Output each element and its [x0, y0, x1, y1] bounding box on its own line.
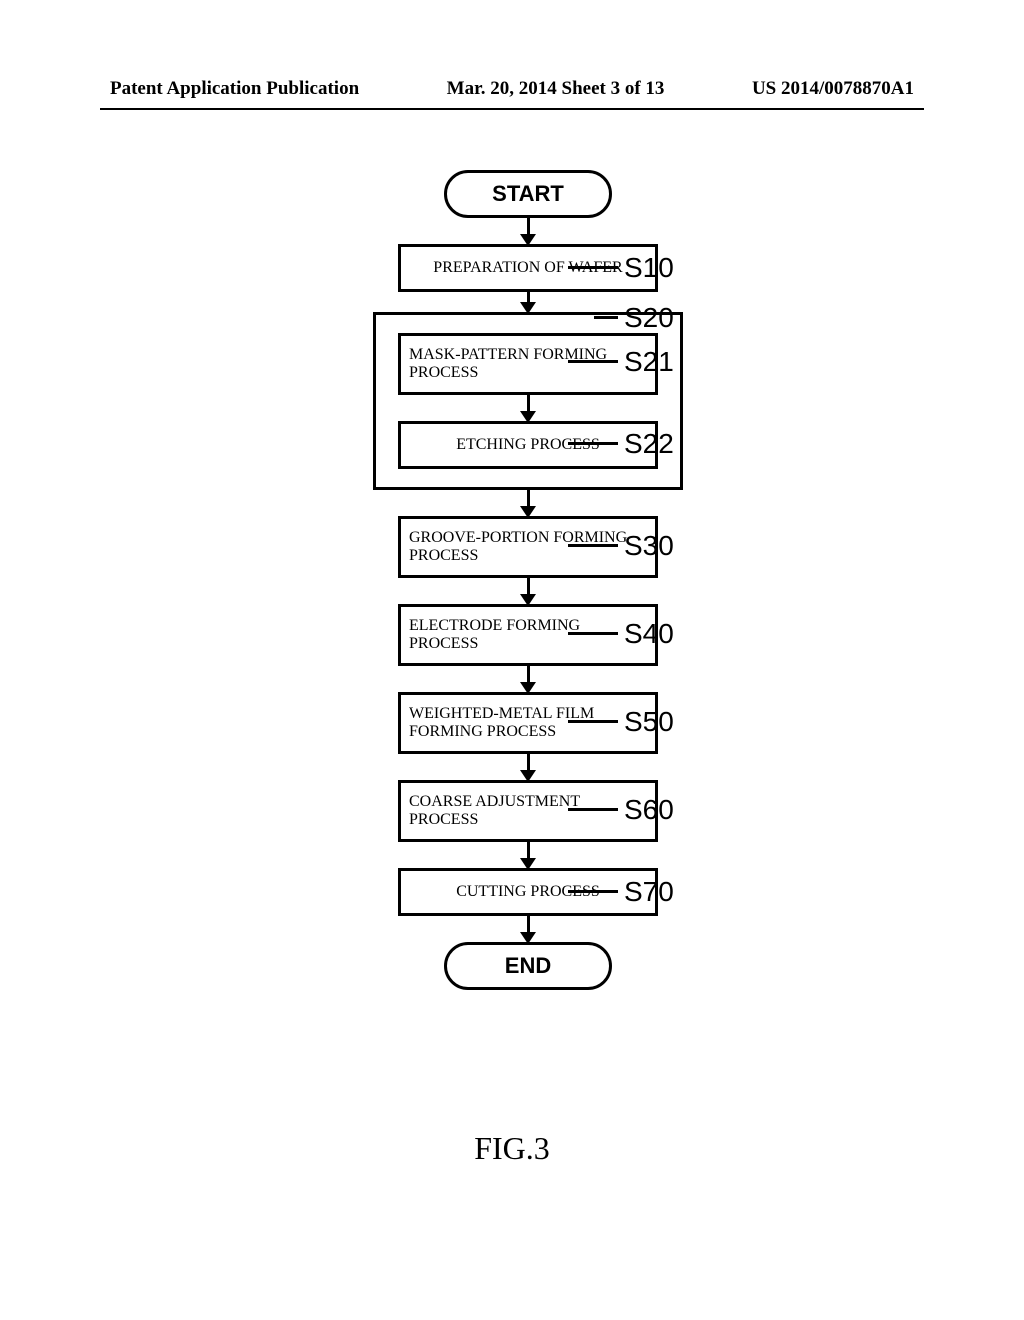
figure-caption: FIG.3 [0, 1130, 1024, 1167]
step-s22: ETCHING PROCESS [398, 421, 658, 469]
step-label-s30: S30 [624, 530, 674, 562]
terminator-end: END [444, 942, 612, 990]
page-header: Patent Application Publication Mar. 20, … [0, 78, 1024, 100]
step-s70: CUTTING PROCESS [398, 868, 658, 916]
step-s21: MASK-PATTERN FORMING PROCESS [398, 333, 658, 395]
label-connector [568, 442, 618, 445]
step-s50: WEIGHTED-METAL FILM FORMING PROCESS [398, 692, 658, 754]
step-text: ELECTRODE FORMING PROCESS [409, 617, 647, 653]
step-s60: COARSE ADJUSTMENT PROCESS [398, 780, 658, 842]
label-connector [568, 632, 618, 635]
step-label-s40: S40 [624, 618, 674, 650]
label-connector [568, 720, 618, 723]
step-label-s20: S20 [624, 302, 674, 334]
step-s40: ELECTRODE FORMING PROCESS [398, 604, 658, 666]
step-label-s70: S70 [624, 876, 674, 908]
step-label-s50: S50 [624, 706, 674, 738]
label-connector [568, 808, 618, 811]
terminator-start: START [444, 170, 612, 218]
step-label-s60: S60 [624, 794, 674, 826]
label-connector [568, 544, 618, 547]
step-text: GROOVE-PORTION FORMING PROCESS [409, 529, 647, 565]
header-rule [100, 108, 924, 110]
step-text: COARSE ADJUSTMENT PROCESS [409, 793, 647, 829]
label-connector [594, 316, 618, 319]
label-connector [568, 890, 618, 893]
header-left: Patent Application Publication [110, 78, 359, 100]
step-label-s21: S21 [624, 346, 674, 378]
label-connector [568, 266, 618, 269]
step-text: ETCHING PROCESS [456, 436, 600, 454]
header-center: Mar. 20, 2014 Sheet 3 of 13 [447, 78, 665, 100]
step-label-s22: S22 [624, 428, 674, 460]
step-s30: GROOVE-PORTION FORMING PROCESS [398, 516, 658, 578]
step-s20-container: MASK-PATTERN FORMING PROCESS ETCHING PRO… [373, 312, 683, 490]
header-right: US 2014/0078870A1 [752, 78, 914, 100]
step-s10: PREPARATION OF WAFER [398, 244, 658, 292]
step-label-s10: S10 [624, 252, 674, 284]
step-text: MASK-PATTERN FORMING PROCESS [409, 346, 647, 382]
step-text: WEIGHTED-METAL FILM FORMING PROCESS [409, 705, 647, 741]
label-connector [568, 360, 618, 363]
flowchart: START PREPARATION OF WAFER S10 MASK-PATT… [288, 170, 768, 990]
